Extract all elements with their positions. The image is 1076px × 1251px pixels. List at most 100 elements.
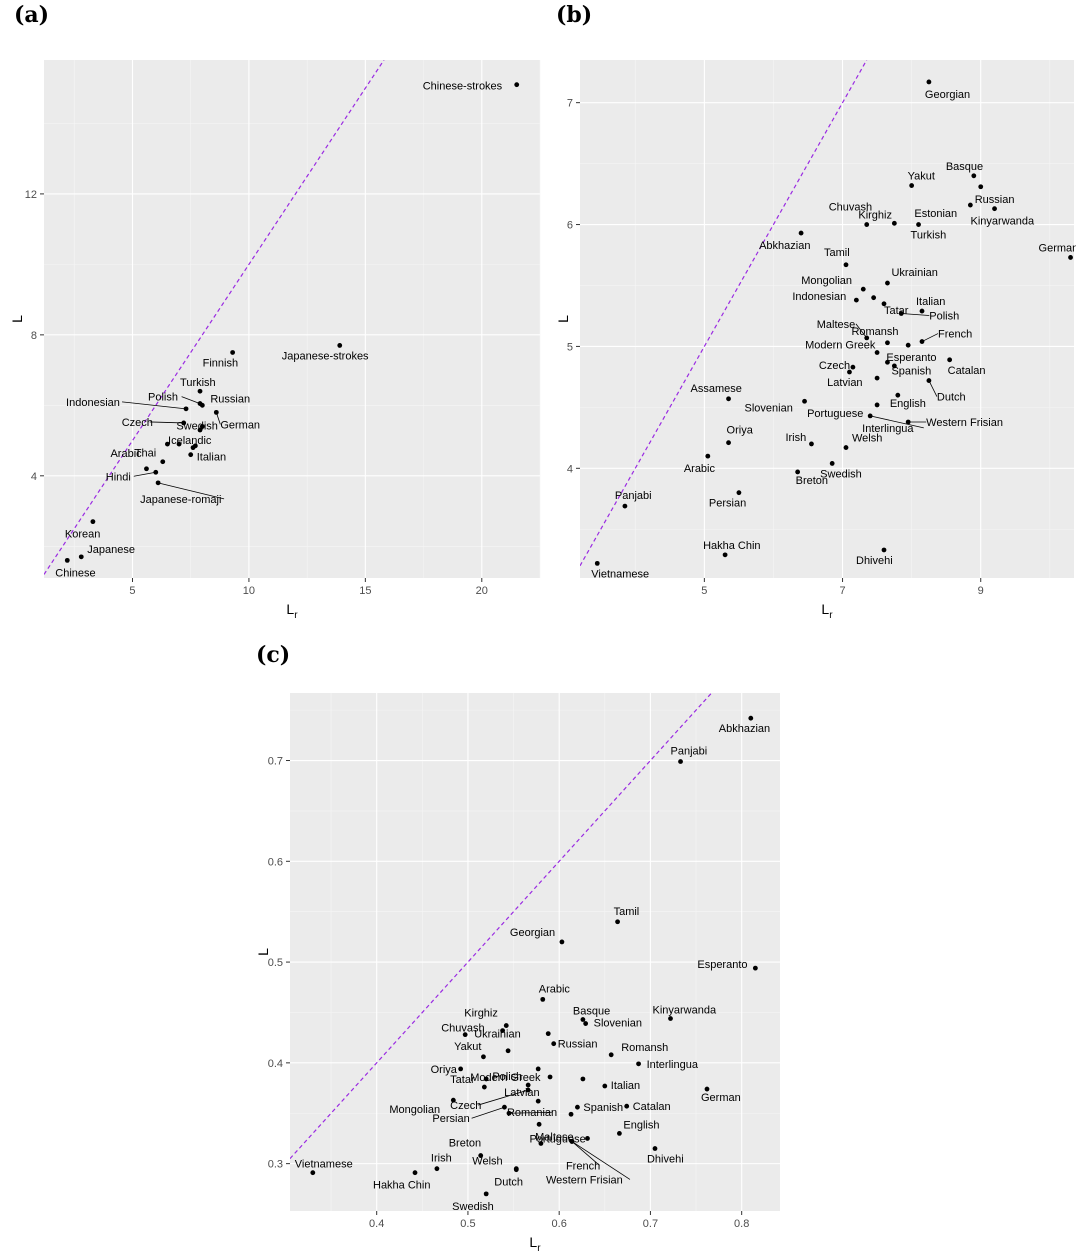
panel-b-y-tick-label: 7 <box>567 98 573 110</box>
panel-c-label-czech: Czech <box>450 1100 481 1112</box>
panel-a-plot: 5 10 15 20 4 8 12 Chinese-strokes Japanese-strok… <box>9 60 541 621</box>
panel-b-point-esperanto <box>891 363 897 369</box>
panel-c-point-modern-greek <box>535 1066 541 1072</box>
panel-c-label-romanian: Romanian <box>507 1107 557 1119</box>
panel-c-y-tick-label: 0.6 <box>268 856 283 868</box>
panel-c-point-portuguese <box>585 1136 590 1141</box>
panel-c-label-hakha-chin: Hakha Chin <box>373 1180 430 1192</box>
panel-c-x-tick-label: 0.7 <box>643 1218 658 1230</box>
panel-c-point-yakut <box>505 1048 511 1054</box>
panel-a-label-japanese-strokes: Japanese-strokes <box>282 350 369 362</box>
panel-a-point-italian <box>188 452 194 458</box>
panel-b-label-ukrainian: Ukrainian <box>891 267 937 279</box>
panel-c-label-portuguese: Portuguese <box>529 1133 585 1145</box>
panel-c-label-abkhazian: Abkhazian <box>719 723 770 735</box>
panel-a-point-hindi <box>153 469 159 475</box>
panel-b-point-welsh <box>843 445 849 450</box>
panel-a-leader-japanese-romaji <box>158 482 225 500</box>
panel-c-y-tick-label: 0.7 <box>268 756 283 768</box>
panel-c-point-unlabeled <box>500 1028 506 1034</box>
panel-a-point-japanese <box>78 554 84 560</box>
panel-b-label-interlingua: Interlingua <box>862 423 914 435</box>
panel-b-x-tick-label: 5 <box>701 585 707 597</box>
panel-b-point-english <box>895 392 901 398</box>
panel-b-label-panjabi: Panjabi <box>615 490 652 502</box>
panel-c-point-unlabeled <box>547 1074 553 1080</box>
panel-c-label-irish: Irish <box>431 1153 452 1165</box>
panel-c-leader-czech <box>478 1089 529 1106</box>
panel-c-point-interlingua <box>636 1061 641 1067</box>
panel-a-x-tick-label: 15 <box>359 585 371 597</box>
panel-b-point-assamese <box>726 396 731 402</box>
panel-a-label-russian: Russian <box>210 393 250 405</box>
panel-b-point-western-frisian <box>905 419 911 425</box>
panel-b-label-spanish: Spanish <box>891 365 931 377</box>
panel-c-y-tick-label: 0.5 <box>268 957 283 969</box>
panel-b-point-interlingua <box>867 413 873 419</box>
panel-c-label-oriya: Oriya <box>431 1064 458 1076</box>
panel-c-leader-western-frisian <box>571 1141 631 1180</box>
panel-b-point-indonesian <box>853 297 859 303</box>
panel-b-label-yakut: Yakut <box>908 171 935 183</box>
panel-a-point-chinese <box>64 557 70 563</box>
panel-b-leader-maltese <box>855 323 868 339</box>
panel-b-y-tick-label: 6 <box>567 220 573 232</box>
panel-b-label-western-frisian: Western Frisian <box>926 417 1003 429</box>
panel-b: (b) 5 7 9 4 5 6 7 Georgian Basque Yakut Russian Est… <box>555 2 1076 621</box>
panel-c-point-romansh <box>608 1052 614 1058</box>
panel-c-label-welsh: Welsh <box>472 1156 502 1168</box>
panel-b-leader-polish <box>901 313 930 316</box>
panel-b-plot: 5 7 9 4 5 6 7 Georgian Basque Yakut Russian Estonia… <box>555 60 1076 621</box>
panel-b-plot-background <box>580 60 1074 578</box>
panel-a-x-tick-label: 5 <box>129 585 135 597</box>
panel-b-label-tamil: Tamil <box>824 247 850 259</box>
panel-b-x-axis-title: Lr <box>821 601 833 621</box>
panel-a-point-swedish <box>199 424 205 429</box>
panel-a-label-korean: Korean <box>65 529 100 541</box>
panel-a-reference-line <box>44 60 385 575</box>
panel-b-label-english: English <box>890 398 926 410</box>
panel-b-point-romansh <box>885 340 890 346</box>
panel-b-point-czech <box>850 364 856 370</box>
panel-b-point-spanish <box>885 359 890 365</box>
panel-c-point-kirghiz <box>503 1023 509 1028</box>
panel-c-plot: 0.4 0.5 0.6 0.7 0.8 0.3 0.4 0.5 0.6 0.7 Abkhazian P… <box>255 693 780 1251</box>
panel-c-x-tick-label: 0.4 <box>369 1218 384 1230</box>
panel-a-point-czech <box>181 420 187 426</box>
panel-c-point-swedish <box>483 1191 489 1197</box>
panel-a-point-arabic <box>144 466 149 472</box>
panel-b-point-estonian <box>967 202 973 208</box>
panel-b-point-unlabeled <box>905 342 911 348</box>
panel-b-label-esperanto: Esperanto <box>886 352 936 364</box>
panel-c-point-spanish <box>575 1104 580 1110</box>
panel-a-x-tick-label: 20 <box>476 585 488 597</box>
panel-b-label-russian: Russian <box>975 194 1015 206</box>
panel-b-label-oriya: Oriya <box>727 425 754 437</box>
panel-a-label: (a) <box>14 2 49 28</box>
panel-a-point-unlabeled <box>192 443 198 449</box>
panel-c-point-kinyarwanda <box>668 1016 673 1021</box>
panel-b-label-latvian: Latvian <box>827 377 862 389</box>
panel-b-label-romansh: Romansh <box>851 326 898 338</box>
panel-b-label-chuvash: Chuvash <box>829 202 872 214</box>
panel-c-label-modern-greek: Modern Greek <box>470 1072 541 1084</box>
panel-b-point-catalan <box>947 357 953 363</box>
panel-a-point-polish <box>197 401 203 406</box>
panel-c-label-romansh: Romansh <box>621 1042 668 1054</box>
panel-a: (a) 5 10 15 20 4 8 12 Chinese-strokes Japanese-s… <box>9 2 541 621</box>
panel-b-leader-dutch <box>928 380 938 397</box>
panel-a-point-unlabeled <box>176 441 182 447</box>
panel-c-point-polish <box>481 1084 487 1090</box>
panel-c-leader-romanian <box>508 1111 552 1114</box>
panel-c-label-esperanto: Esperanto <box>697 959 747 971</box>
panel-b-label-german: German <box>1039 242 1076 254</box>
panel-a-leader-german <box>215 412 221 425</box>
panel-b-label-kirghiz: Kirghiz <box>858 209 892 221</box>
panel-a-point-chinese-strokes <box>514 82 520 88</box>
panel-c-point-english <box>617 1131 622 1136</box>
panel-b-point-kinyarwanda <box>992 206 997 212</box>
panel-c-point-ukrainian <box>545 1031 551 1037</box>
panel-c-point-chuvash <box>462 1032 468 1038</box>
panel-c-point-italian <box>602 1083 608 1089</box>
panel-c-label-swedish: Swedish <box>452 1201 494 1213</box>
